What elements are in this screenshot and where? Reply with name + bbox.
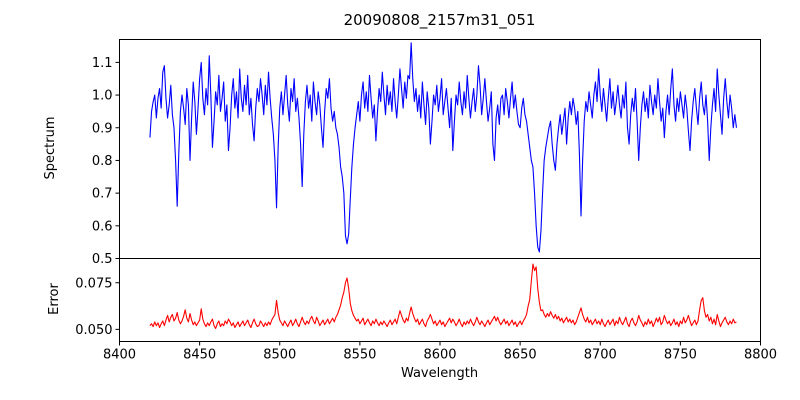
spectrum-ytick-label: 0.5: [92, 252, 113, 267]
error-ytick-label: 0.050: [75, 323, 112, 338]
error-axes-frame: [119, 258, 761, 342]
spectrum-ytick-label: 0.9: [92, 121, 113, 136]
spectrum-ytick-label: 0.7: [92, 187, 113, 202]
xtick-label: 8750: [664, 348, 697, 363]
xtick-label: 8550: [343, 348, 376, 363]
xtick-label: 8400: [103, 348, 136, 363]
spectrum-axes-frame: [119, 39, 761, 259]
panel-spectrum: 0.5 0.6 0.7 0.8 0.9 1.0 1.1: [92, 39, 761, 267]
xtick-label: 8650: [504, 348, 537, 363]
spectrum-ytick-label: 1.0: [92, 89, 113, 104]
panel-error: 0.050 0.075 8400 8450 8500 8550 8600 8650 8700 87…: [75, 258, 777, 363]
error-line: [149, 263, 737, 329]
xtick-label: 8600: [423, 348, 456, 363]
spectrum-ytick-label: 1.1: [92, 56, 113, 71]
xtick-label: 8700: [584, 348, 617, 363]
xtick-label: 8800: [744, 348, 777, 363]
x-axis-label: Wavelength: [400, 366, 479, 381]
spectrum-line: [149, 42, 738, 253]
xtick-label: 8450: [183, 348, 216, 363]
error-ytick-label: 0.075: [75, 276, 112, 291]
spectrum-ytick-label: 0.8: [92, 154, 113, 169]
chart-title: 20090808_2157m31_051: [343, 11, 536, 29]
xtick-label: 8500: [263, 348, 296, 363]
error-y-axis-label: Error: [47, 283, 62, 315]
spectrum-ytick-label: 0.6: [92, 219, 113, 234]
